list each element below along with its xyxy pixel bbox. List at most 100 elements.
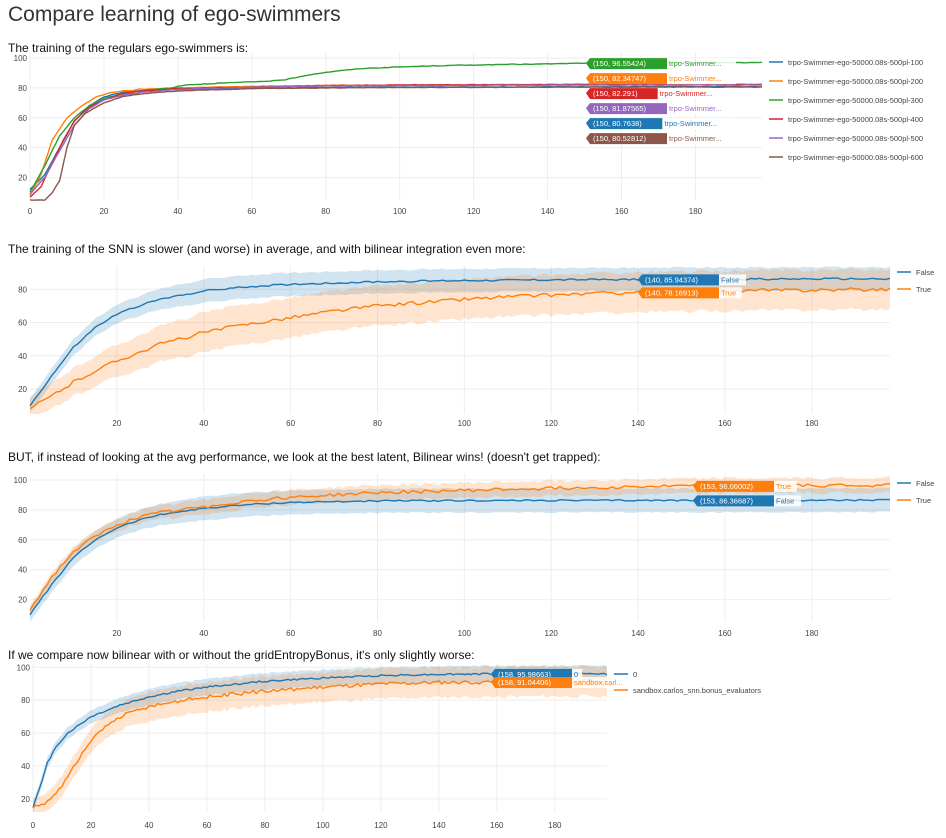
grid [32, 664, 607, 812]
x-tick-label: 140 [432, 821, 446, 830]
hover-name-text: False [776, 496, 794, 505]
y-tick-label: 80 [18, 506, 27, 515]
hover-value-box [586, 73, 667, 85]
x-tick-label: 60 [286, 629, 295, 638]
legend-label: True [916, 285, 931, 294]
hover-label: (153, 86.36687) False [693, 495, 801, 507]
chart-entropy-bonus[interactable]: 20 40 60 80 100 0 20 40 60 80 100 120 140 160 180 (158,… [0, 660, 946, 838]
hover-name-text: trpo-Swimmer... [669, 59, 722, 68]
hover-name-text: True [721, 288, 736, 297]
legend-item[interactable]: trpo-Swimmer-ego-50000.08s-500pl-600 [769, 153, 923, 162]
legend-label: trpo-Swimmer-ego-50000.08s-500pl-300 [788, 96, 923, 105]
legend-item[interactable]: True [897, 496, 931, 505]
x-tick-label: 0 [31, 821, 36, 830]
x-tick-label: 120 [545, 419, 559, 428]
hover-name-text: trpo-Swimmer... [669, 74, 722, 83]
x-tick-label: 160 [718, 629, 732, 638]
hover-name-text: 0 [574, 670, 578, 679]
hover-name-text: True [776, 482, 791, 491]
hover-value-text: (140, 85.94374) [645, 275, 698, 284]
y-tick-label: 60 [21, 729, 30, 738]
hover-name-bg [774, 480, 797, 492]
legend-item[interactable]: trpo-Swimmer-ego-50000.08s-500pl-200 [769, 77, 923, 86]
legend-item[interactable]: 0 [614, 670, 637, 679]
legend-label: False [916, 268, 934, 277]
section-caption-regular: The training of the regulars ego-swimmer… [8, 41, 249, 55]
chart-best-latent[interactable]: 20 40 60 80 100 20 40 60 80 100 120 140 160 180 (153, … [0, 466, 946, 642]
series-line[interactable] [29, 84, 763, 195]
y-tick-label: 40 [21, 762, 30, 771]
x-tick-label: 40 [199, 419, 208, 428]
hover-value-text: (158, 95.98663) [498, 670, 551, 679]
legend-item[interactable]: trpo-Swimmer-ego-50000.08s-500pl-500 [769, 134, 923, 143]
confidence-band [30, 267, 890, 414]
legend-label: True [916, 496, 931, 505]
y-tick-label: 60 [18, 114, 27, 123]
chart-snn-average[interactable]: 20 40 60 80 20 40 60 80 100 120 140 160 180 (140, 85.… [0, 258, 946, 436]
legend-item[interactable]: sandbox.carlos_snn.bonus_evaluators [614, 686, 761, 695]
x-tick-label: 160 [490, 821, 504, 830]
x-tick-label: 160 [718, 419, 732, 428]
hover-value-text: (158, 91.04406) [498, 678, 551, 687]
hover-value-text: (150, 82.34747) [593, 74, 646, 83]
hover-label: (150, 96.55424) trpo-Swimmer... [586, 58, 736, 70]
hover-name-bg [774, 495, 801, 507]
chart-regular-swimmers[interactable]: 20 40 60 80 100 0 20 40 60 80 100 120 140 160 180 (150,… [0, 52, 946, 222]
confidence-band [30, 476, 890, 615]
y-tick-label: 100 [14, 476, 28, 485]
hover-value-text: (140, 78.16913) [645, 288, 698, 297]
hover-value-text: (150, 82.291) [593, 89, 638, 98]
x-tick-label: 100 [458, 629, 472, 638]
hover-value-text: (153, 86.36687) [700, 496, 753, 505]
x-tick-label: 40 [199, 629, 208, 638]
y-tick-label: 20 [18, 174, 27, 183]
legend-item[interactable]: False [897, 268, 934, 277]
x-tick-label: 180 [805, 629, 819, 638]
hover-value-text: (150, 81.87565) [593, 104, 646, 113]
hover-name-text: False [721, 275, 739, 284]
legend[interactable]: False True [897, 268, 934, 294]
legend[interactable]: trpo-Swimmer-ego-50000.08s-500pl-100 trpo… [769, 58, 923, 162]
x-tick-label: 120 [545, 629, 559, 638]
legend[interactable]: False True [897, 479, 934, 505]
hover-name-text: trpo-Swimmer... [660, 89, 713, 98]
hover-name-bg [662, 118, 732, 130]
y-tick-label: 20 [18, 385, 27, 394]
legend-label: trpo-Swimmer-ego-50000.08s-500pl-400 [788, 115, 923, 124]
hover-name-text: trpo-Swimmer... [664, 119, 717, 128]
hover-label: (153, 96.06002) True [693, 480, 797, 492]
legend-item[interactable]: True [897, 285, 931, 294]
x-tick-label: 20 [112, 419, 121, 428]
legend-label: 0 [633, 670, 637, 679]
section-caption-entropy-bonus: If we compare now bilinear with or witho… [8, 648, 475, 662]
legend-item[interactable]: trpo-Swimmer-ego-50000.08s-500pl-400 [769, 115, 923, 124]
x-tick-label: 20 [112, 629, 121, 638]
legend-label: False [916, 479, 934, 488]
legend-item[interactable]: False [897, 479, 934, 488]
y-tick-label: 20 [18, 596, 27, 605]
series-line[interactable] [29, 277, 891, 407]
hover-label: (150, 80.52812) trpo-Swimmer... [586, 133, 736, 145]
hover-name-bg [667, 58, 736, 70]
hover-name-bg [667, 73, 736, 85]
hover-name-bg [667, 103, 736, 115]
hover-value-box [586, 133, 667, 145]
legend-item[interactable]: trpo-Swimmer-ego-50000.08s-500pl-300 [769, 96, 923, 105]
hover-value-text: (150, 80.7638) [593, 119, 642, 128]
x-tick-label: 40 [145, 821, 154, 830]
legend-item[interactable]: trpo-Swimmer-ego-50000.08s-500pl-100 [769, 58, 923, 67]
hover-value-text: (150, 80.52812) [593, 134, 646, 143]
x-tick-label: 40 [173, 207, 182, 216]
x-tick-label: 160 [615, 207, 629, 216]
hover-name-text: trpo-Swimmer... [669, 104, 722, 113]
legend[interactable]: 0 sandbox.carlos_snn.bonus_evaluators [614, 670, 761, 695]
hover-value-text: (150, 96.55424) [593, 59, 646, 68]
series-line[interactable] [29, 85, 763, 201]
x-tick-label: 100 [458, 419, 472, 428]
x-tick-label: 140 [631, 629, 645, 638]
series-line[interactable] [29, 287, 891, 410]
section-caption-best-latent: BUT, if instead of looking at the avg pe… [8, 450, 601, 464]
legend-label: trpo-Swimmer-ego-50000.08s-500pl-500 [788, 134, 923, 143]
y-tick-label: 40 [18, 352, 27, 361]
hover-value-box [693, 480, 774, 492]
